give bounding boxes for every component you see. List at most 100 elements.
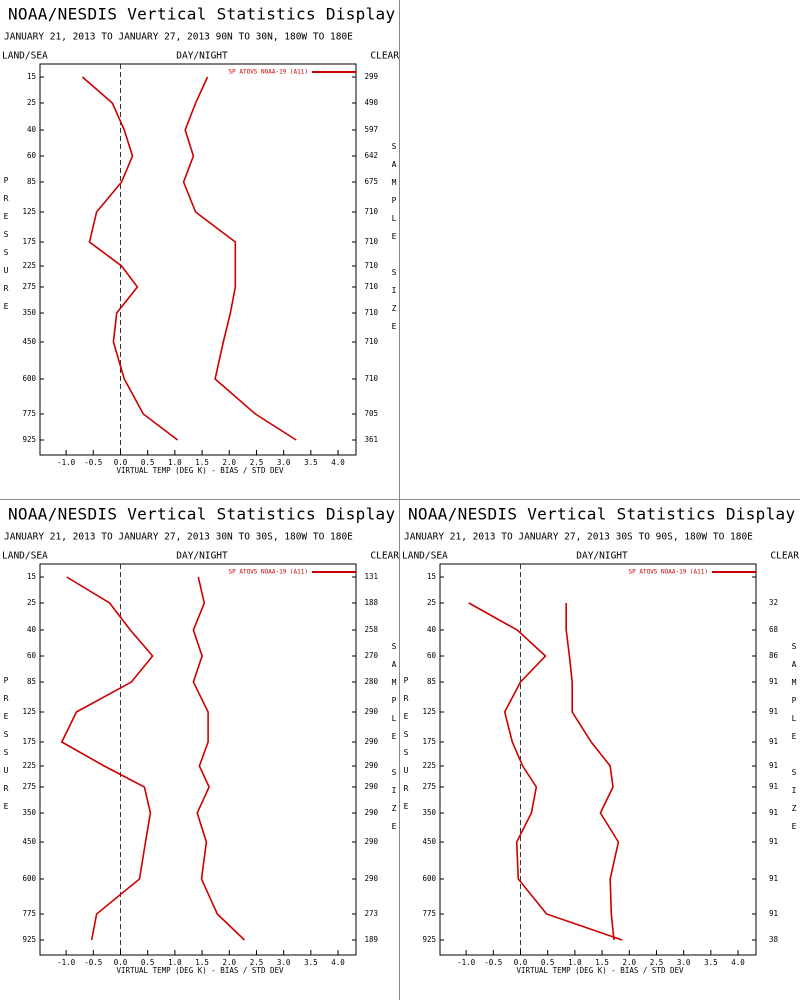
sample-size: 642 <box>364 151 378 160</box>
sample-size: 710 <box>364 308 378 317</box>
x-tick-label: 1.0 <box>568 958 582 967</box>
x-tick-label: 2.5 <box>250 958 264 967</box>
sample-size: 280 <box>364 677 378 686</box>
pressure-label: 85 <box>27 177 36 186</box>
x-tick-label: 0.5 <box>141 458 155 467</box>
x-tick-label: 3.5 <box>304 458 318 467</box>
y2-axis-label: SAMPLE SIZE <box>390 142 399 340</box>
sample-size: 710 <box>364 261 378 270</box>
x-tick-label: 4.0 <box>331 958 345 967</box>
sample-size: 91 <box>769 874 778 883</box>
sample-size: 258 <box>364 625 378 634</box>
sample-size: 299 <box>364 72 378 81</box>
profile-line <box>182 76 297 441</box>
pressure-label: 450 <box>422 837 436 846</box>
pressure-label: 60 <box>427 651 437 660</box>
profile-line <box>192 576 246 941</box>
legend-label: SP ATOVS NOAA-19 (A11) <box>629 569 708 576</box>
x-tick-label: 1.0 <box>168 458 182 467</box>
x-tick-label: -0.5 <box>84 958 102 967</box>
x-tick-label: -0.5 <box>84 458 102 467</box>
pressure-label: 775 <box>422 909 436 918</box>
sample-size: 68 <box>769 625 779 634</box>
pressure-label: 275 <box>22 782 36 791</box>
pressure-label: 25 <box>427 598 436 607</box>
pressure-label: 25 <box>27 598 36 607</box>
profile-line <box>468 602 623 941</box>
pressure-label: 275 <box>422 782 436 791</box>
sample-size: 290 <box>364 737 378 746</box>
sample-size: 91 <box>769 837 778 846</box>
x-tick-label: -1.0 <box>57 458 76 467</box>
x-tick-label: 1.0 <box>168 958 182 967</box>
x-tick-label: 1.5 <box>195 458 209 467</box>
x-tick-label: 2.0 <box>223 458 237 467</box>
pressure-label: 60 <box>27 651 37 660</box>
pressure-label: 925 <box>22 435 36 444</box>
header: LAND/SEA <box>2 551 48 562</box>
x-tick-label: 4.0 <box>331 458 345 467</box>
header: DAY/NIGHT <box>176 551 228 562</box>
x-tick-label: -1.0 <box>457 958 476 967</box>
x-tick-label: 0.0 <box>514 958 528 967</box>
y2-axis-label: SAMPLE SIZE <box>790 642 799 840</box>
pressure-label: 85 <box>427 677 436 686</box>
pressure-label: 775 <box>22 409 36 418</box>
title: NOAA/NESDIS Vertical Statistics Display <box>8 505 395 524</box>
pressure-label: 60 <box>27 151 37 160</box>
pressure-label: 15 <box>27 572 36 581</box>
pressure-label: 350 <box>422 808 436 817</box>
title: NOAA/NESDIS Vertical Statistics Display <box>408 505 795 524</box>
x-tick-label: 4.0 <box>731 958 745 967</box>
x-tick-label: 0.0 <box>114 458 128 467</box>
sample-size: 91 <box>769 782 778 791</box>
pressure-label: 175 <box>22 237 36 246</box>
pressure-label: 175 <box>422 737 436 746</box>
pressure-label: 125 <box>22 207 36 216</box>
sample-size: 91 <box>769 909 778 918</box>
pressure-label: 40 <box>27 125 37 134</box>
x-tick-label: 3.0 <box>277 458 291 467</box>
pressure-label: 175 <box>22 737 36 746</box>
sample-size: 675 <box>364 177 378 186</box>
header: DAY/NIGHT <box>576 551 628 562</box>
x-tick-label: 3.5 <box>304 958 318 967</box>
pressure-label: 225 <box>22 261 36 270</box>
sample-size: 91 <box>769 677 778 686</box>
pressure-label: 85 <box>27 677 36 686</box>
pressure-label: 600 <box>22 874 36 883</box>
x-tick-label: 3.0 <box>677 958 691 967</box>
header: CLEAR <box>770 551 799 562</box>
header: LAND/SEA <box>402 551 448 562</box>
title: NOAA/NESDIS Vertical Statistics Display <box>8 5 395 24</box>
pressure-label: 15 <box>427 572 436 581</box>
header: CLEAR <box>370 51 399 62</box>
x-tick-label: 0.5 <box>541 958 555 967</box>
sample-size: 91 <box>769 808 778 817</box>
x-tick-label: 1.5 <box>195 958 209 967</box>
sample-size: 290 <box>364 707 378 716</box>
y-axis-label: PRESSURE <box>402 676 411 820</box>
sample-size: 86 <box>769 651 779 660</box>
x-tick-label: 3.5 <box>704 958 718 967</box>
x-tick-label: -0.5 <box>484 958 502 967</box>
x-tick-label: 2.0 <box>623 958 637 967</box>
pressure-label: 275 <box>22 282 36 291</box>
x-tick-label: 3.0 <box>277 958 291 967</box>
x-tick-label: 2.5 <box>650 958 664 967</box>
sample-size: 91 <box>769 737 778 746</box>
x-tick-label: 1.5 <box>595 958 609 967</box>
y-axis-label: PRESSURE <box>2 676 11 820</box>
profile-line <box>81 76 179 441</box>
sample-size: 710 <box>364 282 378 291</box>
x-axis-label: VIRTUAL TEMP (DEG K) - BIAS / STD DEV <box>116 466 284 475</box>
pressure-label: 600 <box>422 874 436 883</box>
sample-size: 361 <box>364 435 378 444</box>
plot-frame <box>439 563 757 956</box>
x-axis-label: VIRTUAL TEMP (DEG K) - BIAS / STD DEV <box>516 966 684 975</box>
sample-size: 32 <box>769 598 778 607</box>
sample-size: 490 <box>364 98 378 107</box>
pressure-label: 225 <box>22 761 36 770</box>
